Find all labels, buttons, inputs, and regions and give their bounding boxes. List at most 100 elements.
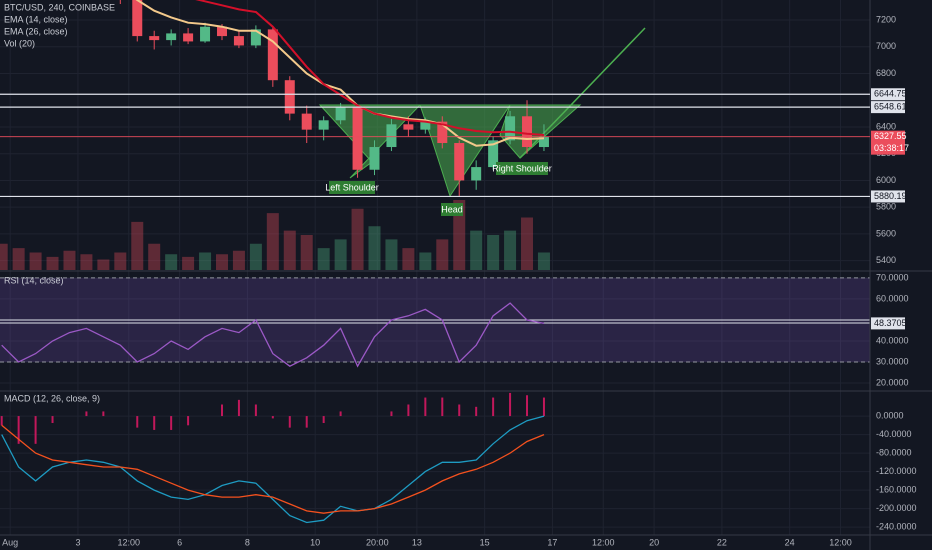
chart-title: BTC/USD, 240, COINBASE bbox=[4, 2, 115, 12]
volume-bar bbox=[266, 213, 279, 270]
volume-bar bbox=[29, 252, 42, 270]
histogram-bar bbox=[271, 416, 274, 419]
candle-body bbox=[284, 80, 295, 114]
countdown-label: 03:38:17 bbox=[874, 143, 909, 153]
histogram-bar bbox=[254, 404, 257, 417]
volume-bar bbox=[368, 226, 381, 270]
chart-title: MACD (12, 26, close, 9) bbox=[4, 393, 100, 403]
candle-body bbox=[420, 121, 431, 130]
y-tick-label: 6400 bbox=[876, 121, 896, 131]
annotation: Right Shoulder bbox=[492, 163, 552, 173]
y-tick-label: -120.0000 bbox=[876, 466, 917, 476]
x-tick-label: 6 bbox=[177, 537, 182, 547]
y-tick-label: 60.0000 bbox=[876, 293, 909, 303]
volume-bar bbox=[436, 239, 449, 270]
candle-body bbox=[267, 29, 278, 81]
annotation-box bbox=[441, 203, 463, 216]
ema-line bbox=[195, 0, 545, 136]
x-tick-label: 8 bbox=[245, 537, 250, 547]
histogram-bar bbox=[424, 397, 427, 417]
volume-bar bbox=[114, 252, 127, 270]
volume-bar bbox=[249, 243, 262, 270]
x-tick-label: 22 bbox=[717, 537, 727, 547]
volume-bar bbox=[215, 254, 228, 270]
volume-bar bbox=[470, 230, 483, 270]
last-value-box bbox=[871, 317, 905, 330]
legend-entry: EMA (14, close) bbox=[4, 14, 68, 24]
volume-bar bbox=[537, 252, 550, 270]
candle-body bbox=[149, 36, 160, 41]
histogram-bar bbox=[390, 411, 393, 417]
candle-body bbox=[538, 136, 549, 148]
candle-body bbox=[183, 33, 194, 42]
volume-bar bbox=[148, 243, 161, 270]
x-tick-label: Aug bbox=[2, 537, 18, 547]
histogram-bar bbox=[17, 416, 20, 444]
y-tick-label: 6000 bbox=[876, 175, 896, 185]
volume-bar bbox=[12, 248, 25, 270]
y-tick-label: 70.0000 bbox=[876, 272, 909, 282]
volume-bar bbox=[385, 239, 398, 270]
volume-bar bbox=[453, 200, 466, 270]
level-label: 6644.75 bbox=[874, 89, 907, 99]
y-tick-label: -200.0000 bbox=[876, 503, 917, 513]
histogram-bar bbox=[475, 406, 478, 417]
y-tick-label: 7200 bbox=[876, 14, 896, 24]
histogram-bar bbox=[339, 411, 342, 417]
x-tick-label: 17 bbox=[547, 537, 557, 547]
x-tick-label: 10 bbox=[310, 537, 320, 547]
x-tick-label: 15 bbox=[480, 537, 490, 547]
volume-bar bbox=[63, 250, 76, 270]
x-tick-label: 12:00 bbox=[592, 537, 615, 547]
histogram-bar bbox=[509, 392, 512, 417]
candle-body bbox=[250, 29, 261, 46]
histogram-bar bbox=[305, 416, 308, 428]
volume-bar bbox=[521, 217, 534, 270]
volume-bar bbox=[300, 235, 313, 270]
y-tick-label: 30.0000 bbox=[876, 356, 909, 366]
y-tick-label: -80.0000 bbox=[876, 447, 912, 457]
candle-body bbox=[522, 116, 533, 148]
volume-bar bbox=[97, 259, 110, 270]
volume-bar bbox=[80, 254, 93, 270]
candle-body bbox=[471, 167, 482, 181]
candle-body bbox=[454, 143, 465, 181]
histogram-bar bbox=[542, 397, 545, 417]
last-price-label: 6327.55 bbox=[874, 131, 907, 141]
annotation: Left Shoulder bbox=[325, 182, 379, 192]
x-tick-label: 20 bbox=[649, 537, 659, 547]
x-tick-label: 13 bbox=[412, 537, 422, 547]
volume-bar bbox=[317, 248, 330, 270]
level-label-box bbox=[871, 88, 905, 101]
y-tick-label: 7000 bbox=[876, 41, 896, 51]
histogram-bar bbox=[187, 416, 190, 426]
x-tick-label: 24 bbox=[785, 537, 795, 547]
y-tick-label: 20.0000 bbox=[876, 377, 909, 387]
histogram-bar bbox=[322, 416, 325, 424]
annotation-box bbox=[496, 162, 548, 175]
legend-entry: EMA (26, close) bbox=[4, 26, 68, 36]
x-tick-label: 20:00 bbox=[366, 537, 389, 547]
macd-line bbox=[1, 415, 545, 524]
histogram-bar bbox=[0, 416, 3, 426]
legend-entry: RSI (14, close) bbox=[4, 275, 64, 285]
volume-bar bbox=[402, 248, 415, 270]
level-label: 5880.19 bbox=[874, 191, 907, 201]
rsi-line bbox=[1, 302, 545, 368]
x-tick-label: 3 bbox=[75, 537, 80, 547]
candle-body bbox=[403, 124, 414, 130]
volume-bar bbox=[182, 256, 195, 270]
level-label-box bbox=[871, 190, 905, 203]
macd-panel bbox=[0, 392, 545, 524]
y-tick-label: 5800 bbox=[876, 202, 896, 212]
histogram-bar bbox=[441, 397, 444, 417]
histogram-bar bbox=[136, 416, 139, 428]
macd-line bbox=[1, 424, 545, 514]
histogram-bar bbox=[170, 416, 173, 430]
volume-bar bbox=[283, 230, 296, 270]
volume bbox=[0, 200, 550, 270]
candle-body bbox=[437, 121, 448, 144]
volume-bar bbox=[199, 252, 212, 270]
